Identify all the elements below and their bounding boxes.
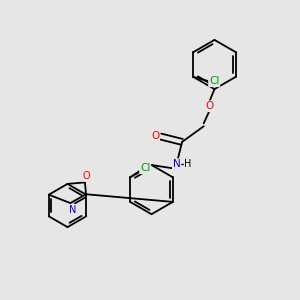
Text: O: O [82,171,90,181]
Text: O: O [205,101,213,111]
Text: O: O [151,131,159,141]
Text: Cl: Cl [140,163,150,173]
Text: Cl: Cl [209,76,219,86]
Text: N: N [69,205,76,215]
Text: H: H [184,159,192,169]
Text: N: N [173,159,181,169]
